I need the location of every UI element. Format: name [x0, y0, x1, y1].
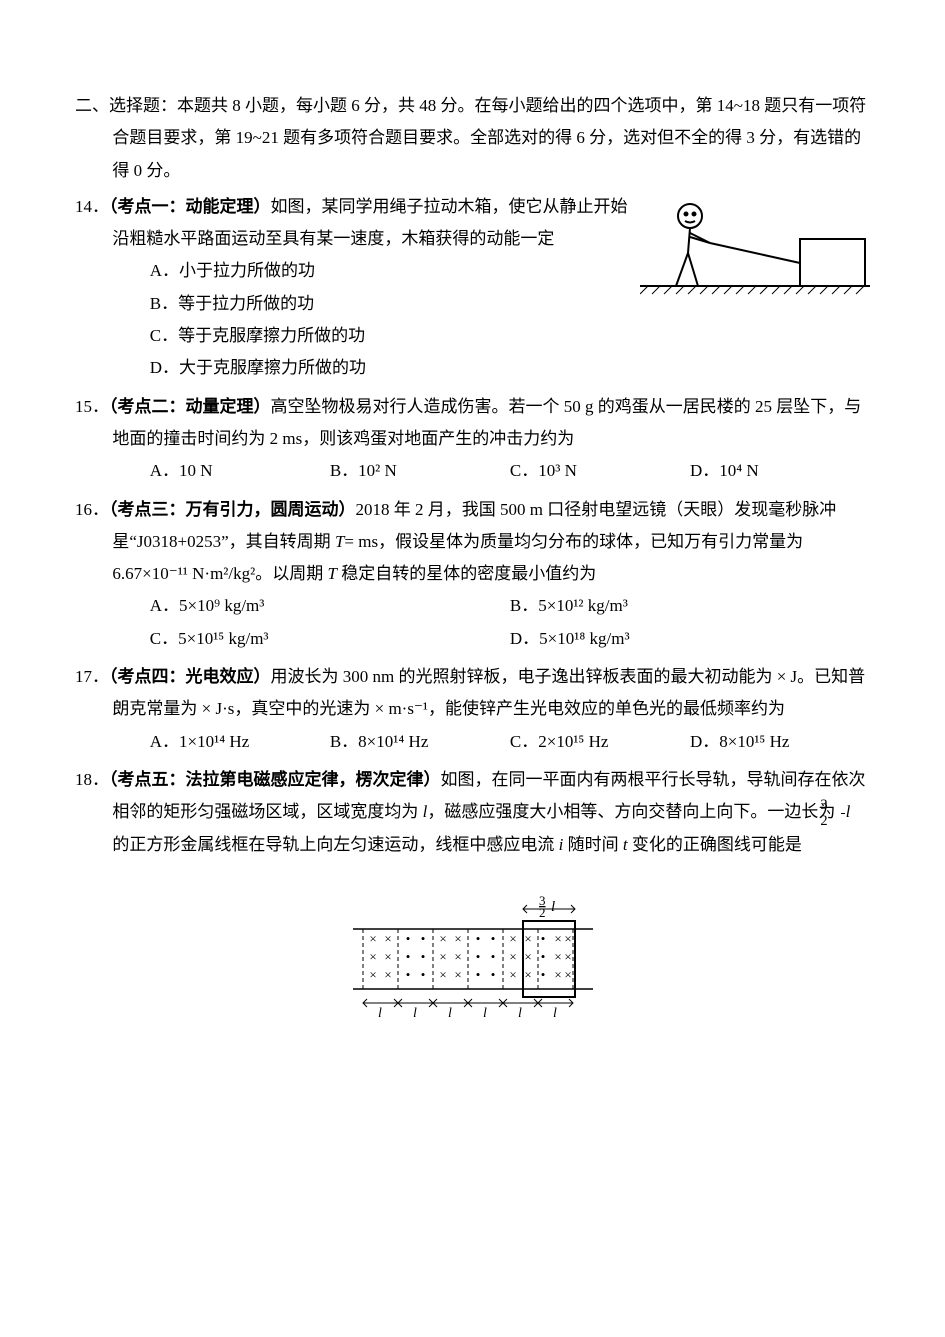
svg-text:×: ×: [524, 967, 531, 982]
question-16: 16．（考点三：万有引力，圆周运动）2018 年 2 月，我国 500 m 口径…: [75, 494, 870, 655]
q15-option-b: B．10² N: [330, 455, 510, 487]
q17-option-d: D．8×10¹⁵ Hz: [690, 726, 870, 758]
q18-topic: （考点五：法拉第电磁感应定律，楞次定律）: [109, 770, 441, 789]
fig18-l-3: l: [448, 1006, 452, 1021]
q15-option-a: A．10 N: [150, 455, 330, 487]
svg-text:×: ×: [369, 931, 376, 946]
svg-text:×: ×: [564, 949, 571, 964]
svg-text:•: •: [490, 931, 495, 946]
q18-frac-den: 2: [841, 814, 845, 828]
q16-option-c: C．5×10¹⁵ kg/m³: [150, 623, 510, 655]
q16-option-d: D．5×10¹⁸ kg/m³: [510, 623, 870, 655]
fig18-l-4: l: [483, 1006, 487, 1021]
q16-topic: （考点三：万有引力，圆周运动）: [109, 500, 356, 519]
svg-text:×: ×: [384, 931, 391, 946]
svg-text:×: ×: [454, 949, 461, 964]
q18-frac-num: 3: [841, 798, 845, 813]
q17-option-b: B．8×10¹⁴ Hz: [330, 726, 510, 758]
q15-option-d: D．10⁴ N: [690, 455, 870, 487]
fig18-l-5: l: [518, 1006, 522, 1021]
q14-topic: （考点一：动能定理）: [109, 197, 271, 216]
q18-l2: l: [846, 802, 851, 821]
svg-text:×: ×: [454, 931, 461, 946]
svg-text:×: ×: [369, 967, 376, 982]
svg-text:•: •: [420, 967, 425, 982]
q16-option-a: A．5×10⁹ kg/m³: [150, 590, 510, 622]
svg-text:×: ×: [384, 949, 391, 964]
svg-text:×: ×: [564, 931, 571, 946]
q16-number: 16．: [75, 500, 109, 519]
svg-text:×: ×: [369, 949, 376, 964]
svg-text:×: ×: [554, 931, 561, 946]
svg-text:×: ×: [509, 949, 516, 964]
fig18-frame-label-l: l: [551, 899, 555, 915]
svg-text:×: ×: [439, 931, 446, 946]
q16-T2: T: [327, 564, 336, 583]
svg-text:×: ×: [439, 949, 446, 964]
svg-text:•: •: [475, 967, 480, 982]
fig18-l-6: l: [553, 1006, 557, 1021]
question-14: 14．（考点一：动能定理）如图，某同学用绳子拉动木箱，使它从静止开始沿粗糙水平路…: [75, 191, 870, 385]
q15-topic: （考点二：动量定理）: [109, 397, 271, 416]
svg-text:•: •: [540, 931, 545, 946]
svg-text:•: •: [490, 949, 495, 964]
q16-T1: T: [335, 532, 344, 551]
svg-text:×: ×: [509, 931, 516, 946]
q18-frac: 32: [841, 798, 845, 828]
svg-text:•: •: [490, 967, 495, 982]
fig18-l-2: l: [413, 1006, 417, 1021]
svg-text:•: •: [420, 949, 425, 964]
q14-number: 14．: [75, 197, 109, 216]
q16-stem-c: 稳定自转的星体的密度最小值约为: [337, 564, 596, 583]
q14-option-c: C．等于克服摩擦力所做的功: [150, 320, 870, 352]
svg-text:•: •: [405, 931, 410, 946]
svg-text:×: ×: [439, 967, 446, 982]
svg-text:×: ×: [384, 967, 391, 982]
q18-stem-d: 随时间: [563, 835, 623, 854]
question-18: 18．（考点五：法拉第电磁感应定律，楞次定律）如图，在同一平面内有两根平行长导轨…: [75, 764, 870, 861]
svg-text:•: •: [475, 949, 480, 964]
q17-number: 17．: [75, 667, 109, 686]
svg-text:×: ×: [564, 967, 571, 982]
section-header-text: 二、选择题：本题共 8 小题，每小题 6 分，共 48 分。在每小题给出的四个选…: [75, 96, 866, 180]
svg-text:×: ×: [524, 931, 531, 946]
svg-text:×: ×: [554, 949, 561, 964]
svg-text:×: ×: [524, 949, 531, 964]
figure-q18: 3 2 l ×× ×× ×× •• •• •• ×× ×× ×× •• •• •…: [343, 891, 603, 1021]
svg-text:•: •: [420, 931, 425, 946]
q18-stem-c: 的正方形金属线框在导轨上向左匀速运动，线框中感应电流: [112, 835, 558, 854]
q18-stem-b: ，磁感应强度大小相等、方向交替向上向下。一边长为: [427, 802, 839, 821]
q16-option-b: B．5×10¹² kg/m³: [510, 590, 870, 622]
svg-text:•: •: [405, 949, 410, 964]
q14-option-d: D．大于克服摩擦力所做的功: [150, 352, 870, 384]
svg-text:×: ×: [509, 967, 516, 982]
svg-text:•: •: [540, 949, 545, 964]
svg-text:×: ×: [454, 967, 461, 982]
fig18-l-1: l: [378, 1006, 382, 1021]
q18-stem-e: 变化的正确图线可能是: [628, 835, 802, 854]
q15-number: 15．: [75, 397, 109, 416]
question-17: 17．（考点四：光电效应）用波长为 300 nm 的光照射锌板，电子逸出锌板表面…: [75, 661, 870, 758]
svg-text:×: ×: [554, 967, 561, 982]
svg-text:•: •: [405, 967, 410, 982]
svg-text:•: •: [540, 967, 545, 982]
question-15: 15．（考点二：动量定理）高空坠物极易对行人造成伤害。若一个 50 g 的鸡蛋从…: [75, 391, 870, 488]
q18-number: 18．: [75, 770, 109, 789]
q15-option-c: C．10³ N: [510, 455, 690, 487]
section-header: 二、选择题：本题共 8 小题，每小题 6 分，共 48 分。在每小题给出的四个选…: [75, 90, 870, 187]
svg-text:•: •: [475, 931, 480, 946]
figure-q14: [640, 191, 870, 301]
fig18-frame-label-den: 2: [539, 905, 546, 920]
q17-option-a: A．1×10¹⁴ Hz: [150, 726, 330, 758]
q17-option-c: C．2×10¹⁵ Hz: [510, 726, 690, 758]
q17-topic: （考点四：光电效应）: [109, 667, 271, 686]
